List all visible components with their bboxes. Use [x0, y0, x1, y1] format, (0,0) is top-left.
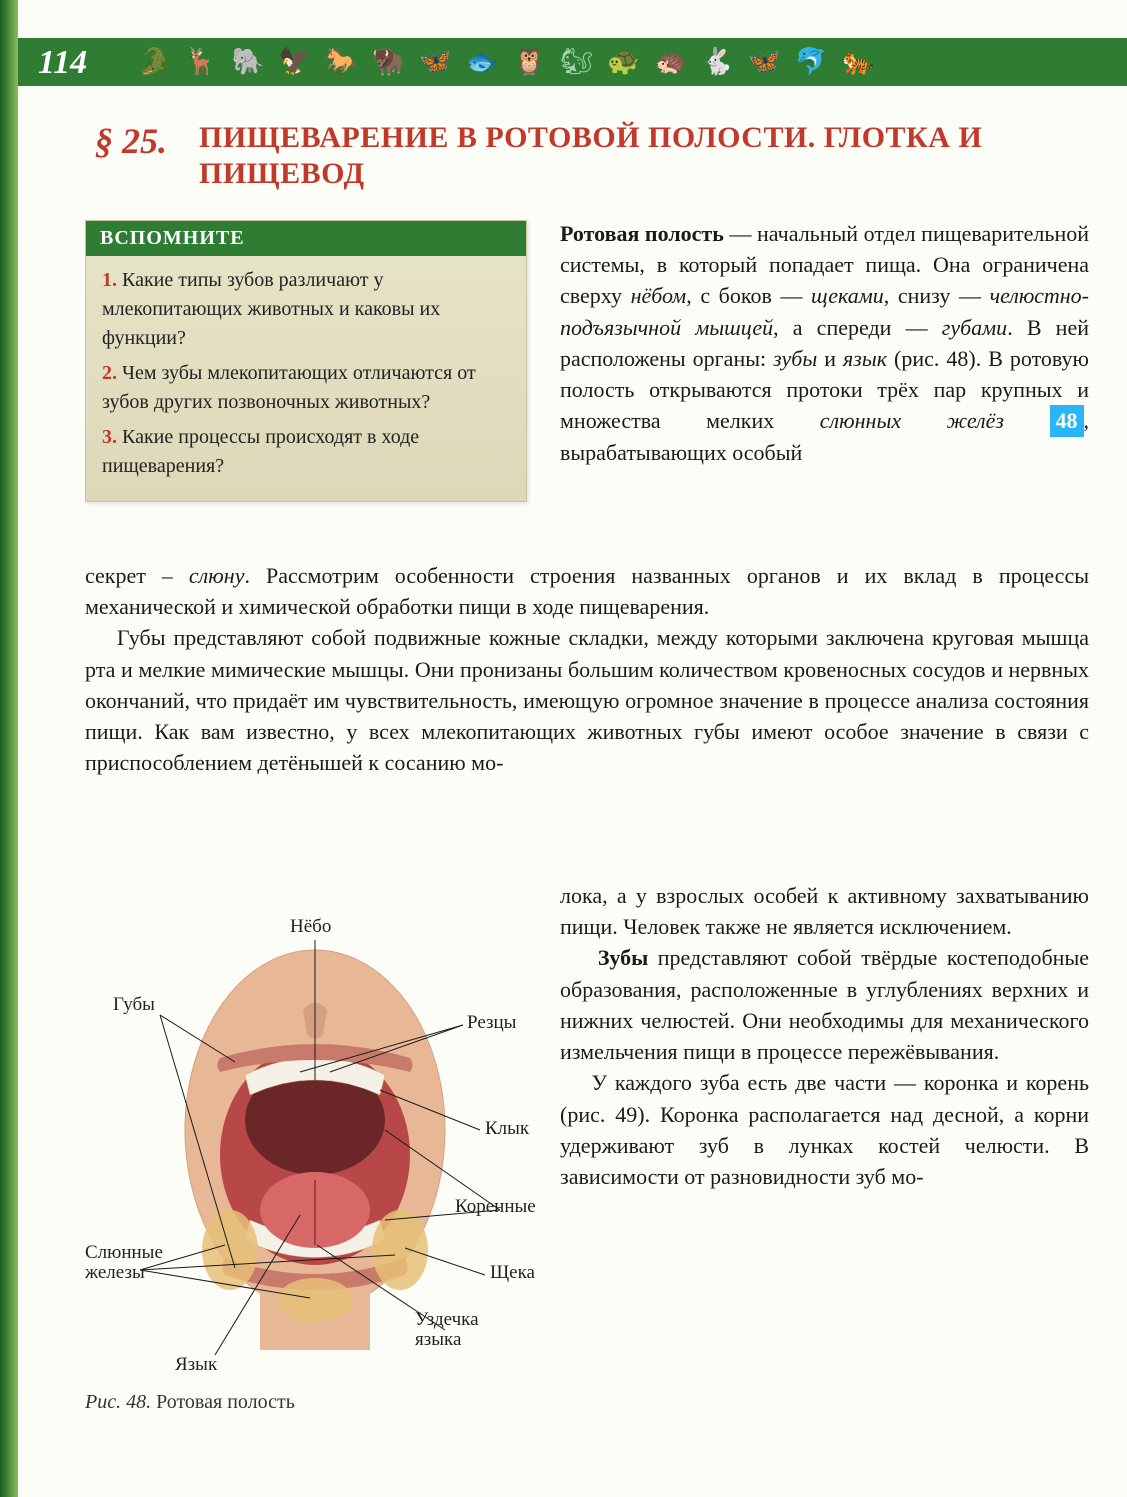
label-klyk: Клык [485, 1118, 530, 1139]
remember-item-number: 1. [102, 269, 117, 291]
label-yazyk: Язык [175, 1354, 218, 1375]
paragraph-intro-right: Ротовая полость — начальный отдел пищева… [560, 218, 1089, 468]
figure-caption-text: Ротовая полость [156, 1391, 295, 1413]
label-reztsy: Резцы [467, 1012, 517, 1033]
section-number: § 25. [95, 120, 167, 162]
salivary-gland-sub [277, 1278, 353, 1322]
remember-list: 1. Какие типы зубов различают у млекопит… [86, 256, 526, 501]
textbook-page: 🐊 🦌 🐘 🦅 🐎 🦬 🦋 🐟 🦉 🐿 🐢 🦔 🐇 🦋 🐬 🐅 114 § 25… [0, 0, 1127, 1497]
salivary-gland-right [372, 1210, 428, 1290]
remember-item-text: Какие процессы происходят в ходе пищевар… [102, 426, 419, 477]
label-korennye: Коренные [455, 1196, 536, 1217]
header-silhouette-strip: 🐊 🦌 🐘 🦅 🐎 🦬 🦋 🐟 🦉 🐿 🐢 🦔 🐇 🦋 🐬 🐅 [138, 38, 1127, 86]
remember-item: 2. Чем зубы млекопитающих отличаются от … [102, 359, 510, 417]
paragraph-full: секрет – слюну. Рассмотрим особенности с… [85, 560, 1089, 779]
remember-item-text: Чем зубы млекопитающих отличаются от зуб… [102, 362, 476, 413]
label-uzdechka-2: языка [415, 1329, 462, 1350]
label-uzdechka-1: Уздечка [415, 1309, 479, 1330]
page-number: 114 [38, 44, 87, 82]
label-guby: Губы [113, 994, 155, 1015]
label-slyunnye-2: железы [85, 1262, 145, 1283]
page-left-edge [0, 0, 18, 1497]
header-band: 🐊 🦌 🐘 🦅 🐎 🦬 🦋 🐟 🦉 🐿 🐢 🦔 🐇 🦋 🐬 🐅 [18, 38, 1127, 86]
label-shcheka: Щека [490, 1262, 536, 1283]
figure-caption: Рис. 48. Ротовая полость [85, 1391, 545, 1414]
remember-item-number: 2. [102, 362, 117, 384]
paragraph-right-column: лока, а у взрослых особей к активному за… [560, 880, 1089, 1192]
figure-48: Нёбо Губы Резцы Клык Коренные Щека Уздеч… [85, 880, 545, 1440]
section-title: ПИЩЕВАРЕНИЕ В РОТОВОЙ ПОЛОСТИ. ГЛОТКА И … [199, 120, 1019, 192]
remember-item: 1. Какие типы зубов различают у млекопит… [102, 266, 510, 353]
label-slyunnye-1: Слюнные [85, 1242, 163, 1263]
oral-cavity-diagram: Нёбо Губы Резцы Клык Коренные Щека Уздеч… [85, 880, 545, 1380]
section-heading: § 25. ПИЩЕВАРЕНИЕ В РОТОВОЙ ПОЛОСТИ. ГЛО… [95, 120, 1097, 192]
remember-header: ВСПОМНИТЕ [86, 221, 526, 256]
remember-item-number: 3. [102, 426, 117, 448]
remember-item: 3. Какие процессы происходят в ходе пище… [102, 423, 510, 481]
label-nebo: Нёбо [290, 916, 331, 937]
remember-box: ВСПОМНИТЕ 1. Какие типы зубов различают … [85, 220, 527, 502]
remember-item-text: Какие типы зубов различают у млекопитающ… [102, 269, 440, 349]
figure-number: Рис. 48. [85, 1391, 151, 1413]
